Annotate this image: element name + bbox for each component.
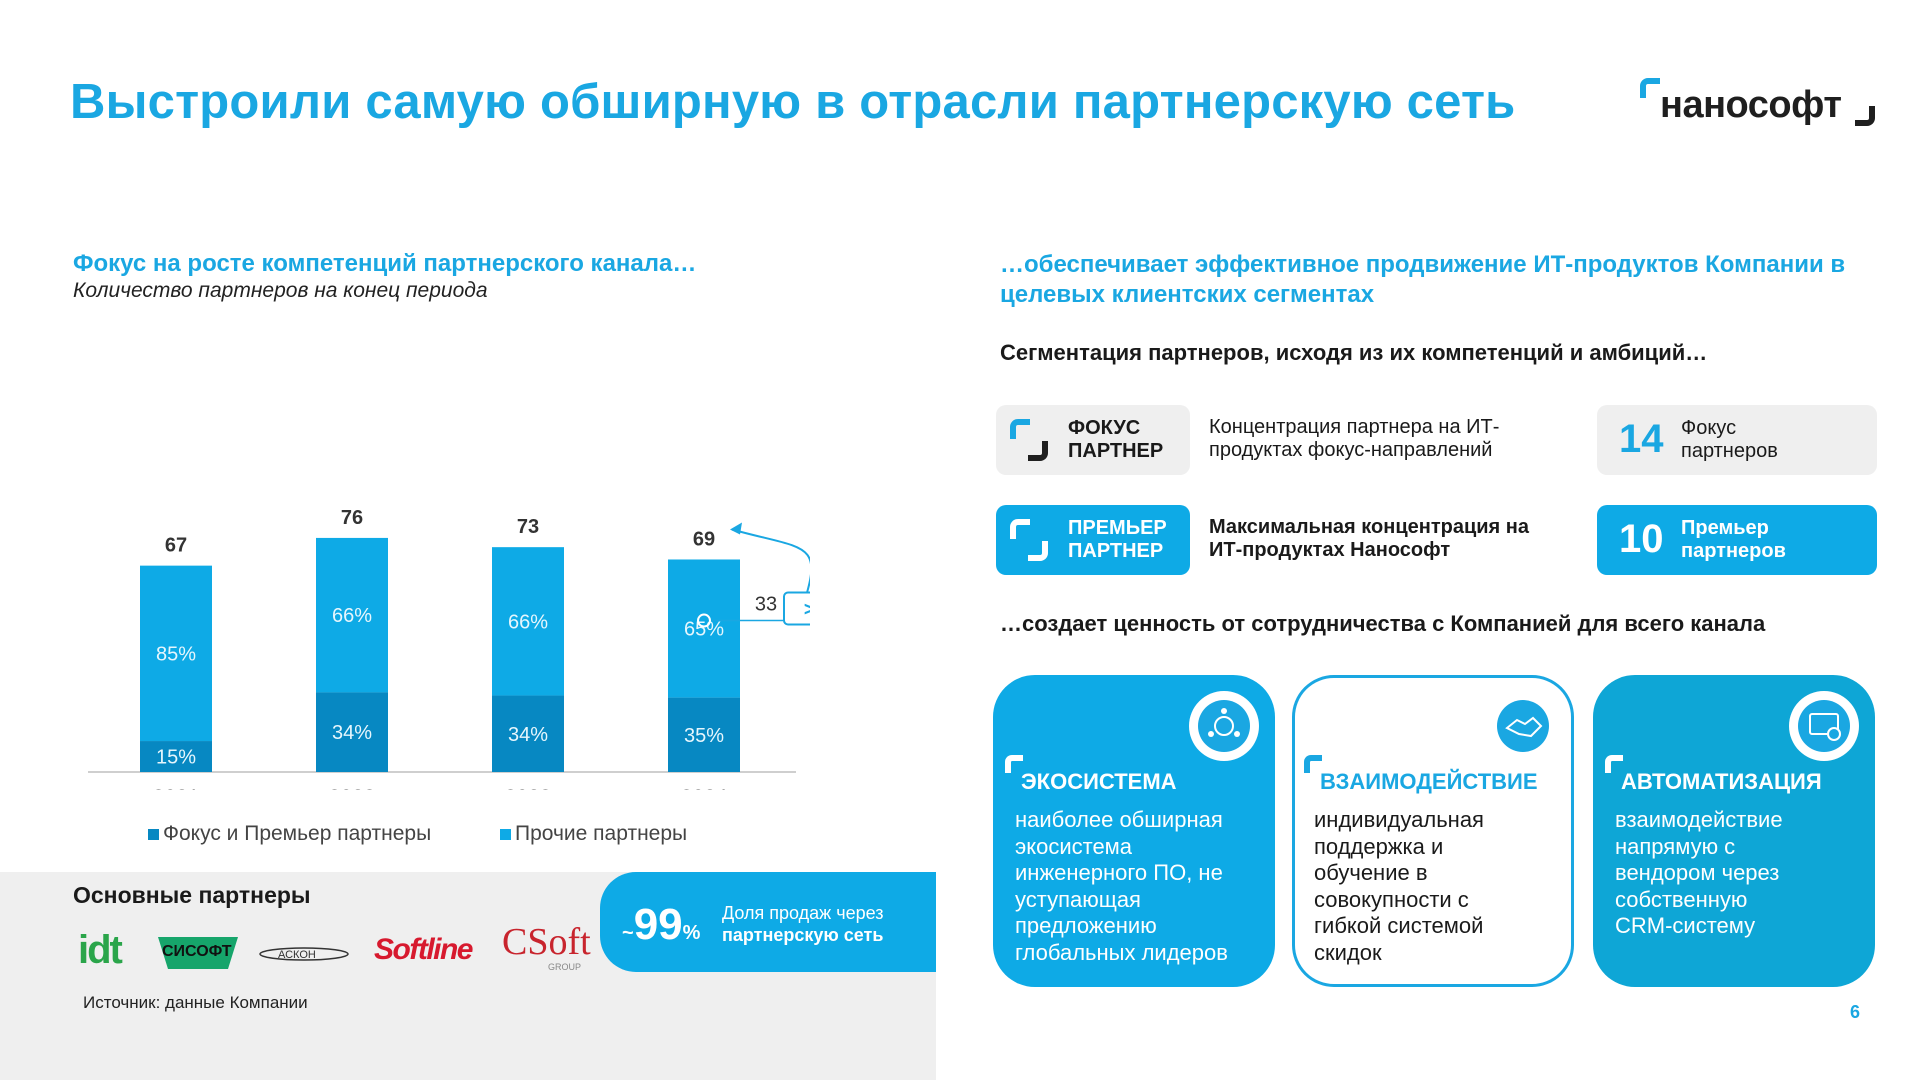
premier-partner-tag: ПРЕМЬЕР ПАРТНЕР [996,505,1190,575]
legend-swatch [148,828,159,840]
logo-sisoft: СИСОФТ [156,933,240,973]
data-label-total: 73 [517,516,539,538]
logo-corner-icon [1855,106,1875,126]
bar-segment-focus [316,692,388,772]
focus-partner-tag: ФОКУС ПАРТНЕР [996,405,1190,475]
x-tick-label: 2023 [505,786,552,790]
bar-segment-other [668,559,740,698]
growth-arrow [731,528,810,603]
page-title: Выстроили самую обширную в отрасли партн… [70,75,1516,129]
ascon-swoosh-icon: АСКОН [259,947,349,961]
logo-ascon: АСКОН [258,942,350,962]
corner-icon [1005,755,1023,773]
x-tick-label: 2022 [329,786,376,790]
corner-icon [1304,755,1322,773]
data-label-total: 69 [693,528,715,550]
legend-swatch [500,828,511,840]
card-body: индивидуальная поддержка и обучение в совок… [1314,807,1484,965]
card-title: АВТОМАТИЗАЦИЯ [1621,769,1822,794]
focus-count-card: 14 Фокус партнеров [1597,405,1877,475]
competitor-value-label: 33 [755,594,777,616]
page-number: 6 [1850,1002,1861,1022]
x-tick-label: 2024 [681,786,728,790]
arrow-head-icon [730,522,742,535]
bar-segment-other [492,547,564,696]
logo-corner-icon [1640,78,1660,98]
corner-icon [1605,755,1623,773]
competitor-marker [697,613,711,628]
logo-csoft-sub: GROUP [548,962,582,972]
card-title: ЭКОСИСТЕМА [1021,769,1177,794]
data-label-focus-share: 34% [332,722,372,744]
data-label-total: 67 [165,535,187,557]
card-automation: АВТОМАТИЗАЦИЯ взаимодействие напрямую с ве… [1593,675,1875,987]
data-label-focus-share: 35% [684,725,724,747]
bar-segment-focus [140,741,212,772]
partners-bar-chart: 15% 85% 67 2021 34% 66% 76 2022 34% 66% 73 2023 35% 6… [88,507,810,790]
share-value: ~99% [622,900,701,949]
premier-description: Максимальная концентрация на ИТ-продукта… [1209,516,1529,561]
data-label-focus-share: 34% [508,724,548,746]
data-label-other-share: 66% [332,605,372,627]
data-label-other-share: 85% [156,643,196,665]
chart-heading: Фокус на росте компетенций партнерского … [73,250,697,277]
data-label-total: 76 [341,507,363,529]
bar-segment-focus [668,697,740,772]
data-label-other-share: 66% [508,611,548,633]
card-body: наиболее обширная экосистема инженерного П… [1015,807,1228,965]
bar-segment-focus [492,695,564,772]
bar-segment-other [316,537,388,693]
bracket-icon [1010,419,1050,463]
chart-subheading: Количество партнеров на конец периода [73,279,488,302]
logo-idt: idt [78,928,123,972]
svg-text:АСКОН: АСКОН [278,949,316,961]
share-label: Доля продаж через партнерскую сеть [722,903,884,945]
segmentation-title: Сегментация партнеров, исходя из их комп… [1000,340,1708,365]
value-title: …создает ценность от сотрудничества с Ко… [1000,611,1766,636]
right-heading: …обеспечивает эффективное продвижение ИТ… [1000,251,1846,308]
network-icon [1189,691,1259,761]
automation-icon [1789,691,1859,761]
card-ecosystem: ЭКОСИСТЕМА наиболее обширная экосистема ин… [993,675,1275,987]
sales-share-badge: ~99% Доля продаж через партнерскую сеть [600,872,936,972]
logo-csoft: CSoft [502,921,591,963]
multiplier-badge [783,591,810,626]
handshake-icon [1488,691,1558,761]
card-interaction: ВЗАИМОДЕЙСТВИЕ индивидуальная поддержка и… [1292,675,1574,987]
source-note: Источник: данные Компании [83,993,308,1012]
data-label-focus-share: 15% [156,747,196,769]
data-label-other-share: 65% [684,619,724,641]
logo-softline: Softline [374,933,474,966]
partners-title: Основные партнеры [73,882,311,908]
card-body: взаимодействие напрямую с вендором через со… [1615,807,1783,938]
legend-item-other: Прочие партнеры [500,822,687,846]
company-logo: нанософт [1640,76,1875,136]
x-tick-label: 2021 [153,786,200,790]
bracket-icon [1010,519,1050,563]
legend-item-focus: Фокус и Премьер партнеры [148,822,431,846]
focus-description: Концентрация партнера на ИТ- продуктах ф… [1209,416,1500,461]
sisoft-shield-icon [158,937,238,969]
premier-count-card: 10 Премьер партнеров [1597,505,1877,575]
card-title: ВЗАИМОДЕЙСТВИЕ [1320,769,1538,794]
multiplier-label: >2x [804,599,810,620]
bar-segment-other [140,565,212,742]
